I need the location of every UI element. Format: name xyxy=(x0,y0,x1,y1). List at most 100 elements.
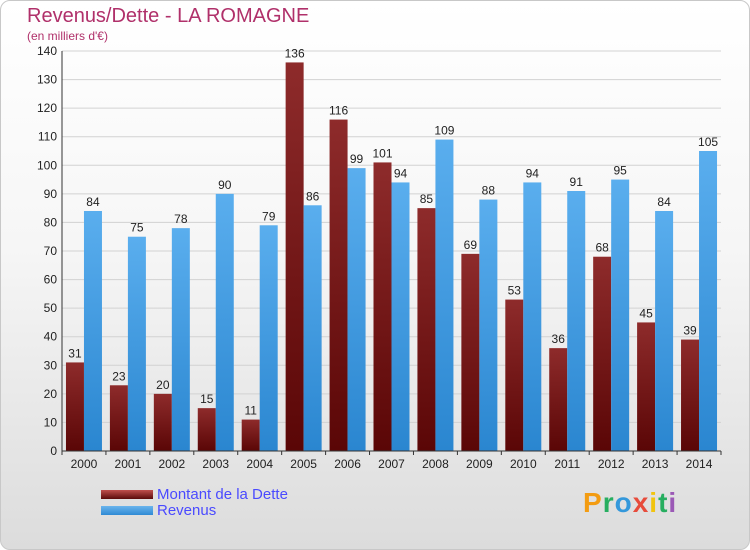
x-tick-label: 2013 xyxy=(642,457,669,471)
x-tick-label: 2006 xyxy=(334,457,361,471)
bar-debt xyxy=(65,362,84,451)
bar-revenus xyxy=(523,182,542,451)
y-tick-label: 20 xyxy=(44,387,58,401)
bar-debt xyxy=(549,348,568,451)
bar-debt xyxy=(329,119,348,452)
bar-debt xyxy=(109,385,128,451)
x-tick-label: 2003 xyxy=(202,457,229,471)
data-label-revenus: 95 xyxy=(613,164,627,178)
chart-title: Revenus/Dette - LA ROMAGNE xyxy=(27,5,310,27)
data-label-debt: 15 xyxy=(200,392,214,406)
x-tick-label: 2011 xyxy=(554,457,580,471)
data-label-revenus: 84 xyxy=(657,195,671,209)
data-label-revenus: 105 xyxy=(698,135,718,149)
data-label-revenus: 78 xyxy=(174,212,188,226)
y-tick-label: 10 xyxy=(44,415,58,429)
data-label-debt: 69 xyxy=(464,238,478,252)
bar-debt xyxy=(637,322,656,451)
x-tick-label: 2012 xyxy=(598,457,625,471)
bar-revenus xyxy=(391,182,410,451)
y-tick-label: 30 xyxy=(44,358,58,372)
chart-subtitle: (en milliers d'€) xyxy=(27,29,108,43)
data-label-revenus: 109 xyxy=(434,124,454,138)
legend-swatch-revenus xyxy=(101,506,153,515)
logo-letter: i xyxy=(649,487,659,518)
x-tick-label: 2004 xyxy=(246,457,273,471)
data-label-debt: 20 xyxy=(156,378,170,392)
bar-revenus xyxy=(171,228,190,451)
bar-layer xyxy=(65,62,718,452)
logo-letter: o xyxy=(614,487,633,518)
x-tick-label: 2005 xyxy=(290,457,317,471)
x-tick-label: 2009 xyxy=(466,457,493,471)
logo-letter: i xyxy=(668,487,678,518)
data-label-revenus: 86 xyxy=(306,189,320,203)
data-label-revenus: 88 xyxy=(482,184,496,198)
x-tick-label: 2002 xyxy=(158,457,185,471)
bar-revenus xyxy=(127,236,146,451)
logo-letter: r xyxy=(602,487,615,518)
y-tick-label: 120 xyxy=(37,101,57,115)
y-tick-label: 50 xyxy=(44,301,58,315)
data-label-revenus: 94 xyxy=(394,166,408,180)
data-label-revenus: 79 xyxy=(262,209,276,223)
data-label-debt: 136 xyxy=(285,46,305,60)
y-tick-label: 130 xyxy=(37,73,57,87)
bar-debt xyxy=(593,256,612,451)
data-label-debt: 31 xyxy=(68,346,82,360)
logo-letter: P xyxy=(583,487,603,518)
bar-revenus xyxy=(611,179,630,452)
bar-revenus xyxy=(259,225,278,451)
bar-debt xyxy=(417,208,436,451)
bar-debt xyxy=(285,62,304,452)
y-tick-label: 90 xyxy=(44,187,58,201)
proxiti-logo: Proxiti xyxy=(583,487,677,519)
bar-revenus xyxy=(215,193,234,451)
bar-revenus xyxy=(479,199,498,451)
bar-revenus xyxy=(567,191,586,451)
data-label-debt: 11 xyxy=(244,404,257,418)
legend-label-revenus: Revenus xyxy=(157,502,217,519)
logo-letter: x xyxy=(632,487,650,518)
y-tick-label: 110 xyxy=(38,130,57,144)
bar-debt xyxy=(241,419,260,451)
data-label-debt: 53 xyxy=(508,284,522,298)
data-label-debt: 101 xyxy=(372,146,392,160)
x-tick-label: 2008 xyxy=(422,457,449,471)
y-tick-label: 70 xyxy=(44,244,58,258)
axis-layer: 0 10 20 30 40 50 60 70 80 90 100 110 120 130 140 2000 20… xyxy=(37,44,722,471)
y-tick-label: 80 xyxy=(44,215,58,229)
bar-revenus xyxy=(83,211,102,451)
data-label-revenus: 99 xyxy=(350,152,364,166)
data-label-debt: 39 xyxy=(683,324,697,338)
bar-debt xyxy=(505,299,524,451)
bar-revenus xyxy=(347,168,366,451)
bar-debt xyxy=(197,408,216,451)
x-tick-label: 2000 xyxy=(71,457,98,471)
data-label-revenus: 75 xyxy=(130,221,144,235)
y-tick-label: 40 xyxy=(44,330,58,344)
x-tick-label: 2014 xyxy=(686,457,713,471)
data-label-debt: 116 xyxy=(329,104,348,118)
y-tick-label: 140 xyxy=(37,44,57,58)
legend-label-debt: Montant de la Dette xyxy=(157,486,288,503)
data-label-revenus: 91 xyxy=(570,175,584,189)
bar-revenus xyxy=(699,151,718,451)
data-label-revenus: 90 xyxy=(218,178,232,192)
bar-debt xyxy=(681,339,700,451)
bar-debt xyxy=(373,162,392,451)
y-tick-label: 60 xyxy=(44,273,58,287)
y-tick-label: 0 xyxy=(50,444,57,458)
bar-debt xyxy=(153,393,172,451)
y-tick-label: 100 xyxy=(37,158,57,172)
data-label-debt: 68 xyxy=(595,241,609,255)
bar-debt xyxy=(461,253,480,451)
bar-revenus xyxy=(655,211,674,451)
x-tick-label: 2010 xyxy=(510,457,537,471)
data-label-debt: 85 xyxy=(420,192,434,206)
data-label-debt: 45 xyxy=(639,306,653,320)
data-label-revenus: 94 xyxy=(526,166,540,180)
